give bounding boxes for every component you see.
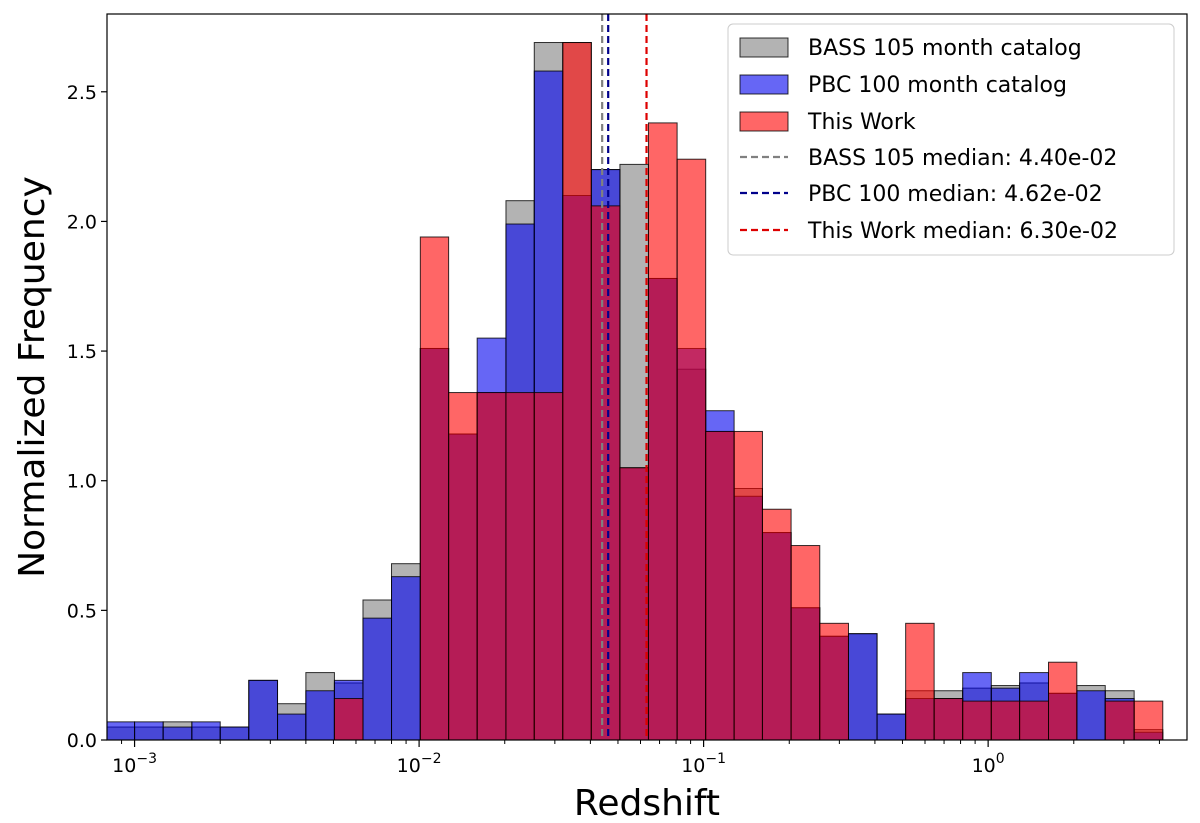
y-tick-label-3: 1.5 bbox=[67, 341, 97, 363]
x-axis-ticks: 10−3 10−2 10−1 100 bbox=[112, 740, 1160, 777]
y-axis-ticks: 0.0 0.5 1.0 1.5 2.0 2.5 bbox=[67, 82, 107, 752]
pbc-100-month-catalog-bar-7 bbox=[305, 690, 335, 741]
this-work-bar-24 bbox=[790, 545, 821, 741]
y-tick-label-2: 1.0 bbox=[67, 471, 97, 493]
legend-swatch-pbc-100-month-catalog bbox=[739, 74, 789, 95]
pbc-100-month-catalog-bar-10 bbox=[391, 576, 421, 741]
x-tick-label-1: 10−2 bbox=[397, 751, 442, 777]
this-work-bar-33 bbox=[1048, 661, 1078, 741]
this-work-bar-29 bbox=[933, 698, 964, 741]
this-work-bar-19 bbox=[647, 122, 678, 741]
plot-frame bbox=[106, 13, 1188, 741]
this-work-bar-23 bbox=[761, 508, 792, 741]
legend-label-bass-105-month-catalog: BASS 105 month catalog bbox=[808, 36, 1082, 61]
series-this-work-bars bbox=[333, 42, 1164, 741]
x-tick-label-3: 100 bbox=[972, 751, 1005, 777]
pbc-100-month-catalog-bar-27 bbox=[876, 713, 907, 741]
this-work-bar-25 bbox=[819, 622, 849, 741]
legend: BASS 105 month catalog PBC 100 month cata… bbox=[727, 23, 1175, 256]
this-work-bar-11 bbox=[419, 236, 450, 741]
y-tick-label-0: 0.0 bbox=[67, 730, 97, 752]
y-axis-title: Normalized Frequency bbox=[12, 176, 53, 578]
legend-label-bass-105-median: BASS 105 median: 4.40e-02 bbox=[808, 146, 1117, 171]
legend-label-this-work-median: This Work median: 6.30e-02 bbox=[807, 219, 1118, 244]
x-axis-title: Redshift bbox=[574, 783, 720, 823]
y-tick-label-5: 2.5 bbox=[67, 82, 97, 104]
this-work-bar-13 bbox=[476, 392, 507, 741]
this-work-bar-18 bbox=[619, 467, 649, 741]
this-work-bar-21 bbox=[705, 430, 735, 741]
this-work-bar-28 bbox=[905, 622, 935, 741]
this-work-bar-16 bbox=[562, 42, 592, 741]
this-work-bar-31 bbox=[990, 700, 1021, 741]
this-work-bar-8 bbox=[333, 698, 364, 741]
this-work-bar-15 bbox=[533, 392, 564, 741]
this-work-bar-35 bbox=[1104, 700, 1135, 741]
this-work-bar-12 bbox=[448, 392, 478, 741]
this-work-bar-32 bbox=[1019, 700, 1050, 741]
y-tick-label-4: 2.0 bbox=[67, 211, 97, 233]
median-lines bbox=[601, 14, 648, 740]
pbc-100-month-catalog-bar-5 bbox=[248, 679, 279, 741]
this-work-bar-30 bbox=[962, 700, 992, 741]
pbc-100-month-catalog-bar-1 bbox=[134, 721, 164, 741]
pbc-100-month-catalog-bar-4 bbox=[219, 726, 250, 741]
legend-label-pbc-100-month-catalog: PBC 100 month catalog bbox=[808, 73, 1067, 98]
x-tick-label-0: 10−3 bbox=[112, 751, 157, 777]
this-work-bar-22 bbox=[733, 430, 763, 741]
y-tick-label-1: 0.5 bbox=[67, 600, 97, 622]
x-tick-label-2: 10−1 bbox=[681, 751, 726, 777]
this-work-bar-14 bbox=[505, 392, 535, 741]
pbc-100-month-catalog-bar-3 bbox=[191, 721, 221, 741]
legend-label-pbc-100-median: PBC 100 median: 4.62e-02 bbox=[808, 182, 1103, 207]
pbc-100-month-catalog-bar-26 bbox=[847, 633, 878, 741]
legend-label-this-work: This Work bbox=[807, 110, 916, 135]
this-work-bar-17 bbox=[590, 205, 621, 741]
pbc-100-month-catalog-bar-34 bbox=[1076, 690, 1106, 741]
pbc-100-month-catalog-bar-6 bbox=[277, 713, 307, 741]
this-work-bar-20 bbox=[676, 158, 707, 741]
legend-box bbox=[727, 23, 1175, 256]
pbc-100-month-catalog-bar-9 bbox=[362, 617, 393, 741]
legend-swatch-this-work bbox=[739, 111, 789, 132]
pbc-100-month-catalog-bar-2 bbox=[162, 726, 193, 741]
this-work-bar-36 bbox=[1133, 700, 1164, 741]
legend-swatch-bass-105-month-catalog bbox=[739, 37, 789, 58]
pbc-100-month-catalog-bar-0 bbox=[106, 721, 136, 741]
